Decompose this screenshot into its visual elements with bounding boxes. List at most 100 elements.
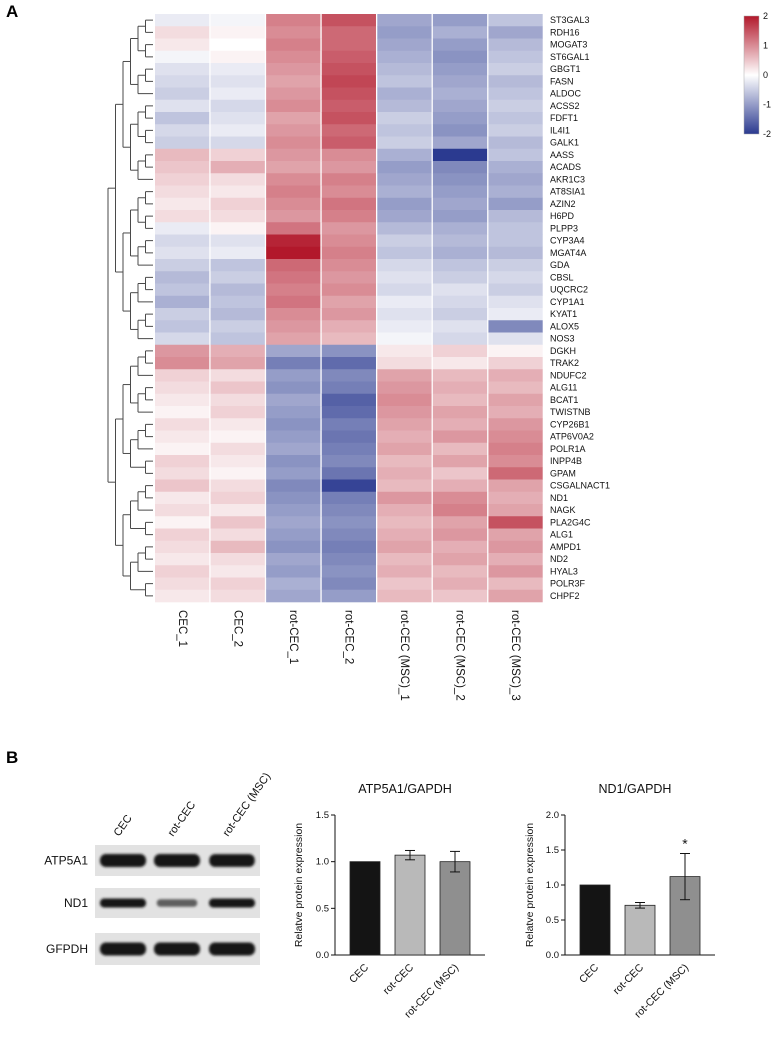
heatmap-cell	[377, 406, 432, 419]
column-label: CEC_1	[176, 610, 188, 647]
heatmap-cell	[488, 553, 543, 566]
heatmap-cell	[321, 148, 376, 162]
heatmap-cell	[488, 528, 543, 542]
blot-lane-label: rot-CEC	[166, 799, 199, 838]
gene-label: DGKH	[550, 346, 576, 356]
heatmap-cell	[488, 589, 543, 603]
column-label: rot-CEC (MSC)_1	[398, 610, 410, 701]
heatmap-cell	[266, 14, 321, 27]
x-tick-label: CEC	[347, 961, 371, 985]
heatmap-cell	[321, 14, 376, 27]
heatmap-cell	[432, 381, 488, 395]
heatmap-cell	[155, 87, 210, 101]
heatmap-cell	[210, 210, 265, 223]
heatmap-cell	[266, 589, 321, 603]
heatmap-cell	[266, 553, 321, 566]
heatmap-cell	[488, 63, 543, 76]
heatmap-cell	[321, 259, 376, 272]
heatmap-cell	[210, 381, 265, 395]
heatmap-cell	[377, 577, 432, 591]
heatmap-cell	[321, 553, 376, 566]
heatmap-cell	[155, 553, 210, 566]
heatmap-cell	[155, 283, 210, 297]
y-axis-label: Relatve protein expression	[293, 823, 305, 947]
gene-label: ND2	[550, 554, 568, 564]
heatmap-cell	[488, 246, 543, 260]
heatmap-cell	[210, 271, 265, 284]
heatmap-cell	[432, 14, 488, 27]
heatmap-cell	[210, 577, 265, 591]
heatmap-cell	[488, 344, 543, 358]
heatmap-cell	[432, 124, 488, 137]
heatmap-cell	[321, 185, 376, 199]
blot-row-label: ATP5A1	[44, 854, 88, 868]
gene-label: GDA	[550, 260, 570, 270]
heatmap-cell	[155, 14, 210, 27]
heatmap-cell	[432, 589, 488, 603]
gene-label: BCAT1	[550, 395, 578, 405]
blot-band	[100, 898, 146, 908]
heatmap-cell	[321, 540, 376, 554]
heatmap-cell	[432, 63, 488, 76]
gene-label: PLPP3	[550, 223, 578, 233]
heatmap-cell	[377, 393, 432, 407]
heatmap-cell	[155, 467, 210, 480]
heatmap-cell	[377, 418, 432, 431]
heatmap-cell	[377, 197, 432, 211]
western-blot-panel: CEC rot-CEC rot-CEC (MSC) ATP5A1 ND1 GFPDH ATP…	[44, 771, 715, 1020]
heatmap-cell	[488, 14, 543, 27]
heatmap-cell	[155, 491, 210, 505]
heatmap-cell	[377, 222, 432, 235]
heatmap-cell	[321, 283, 376, 297]
heatmap-cell	[210, 75, 265, 88]
heatmap-cell	[321, 381, 376, 395]
heatmap-cell	[377, 369, 432, 382]
heatmap-cell	[377, 63, 432, 76]
heatmap-cell	[432, 479, 488, 493]
heatmap-cell	[488, 491, 543, 505]
gene-label: INPP4B	[550, 456, 582, 466]
heatmap-cell	[266, 479, 321, 493]
blot-row-label: GFPDH	[46, 942, 88, 956]
heatmap-cell	[155, 320, 210, 333]
colorbar	[743, 15, 760, 135]
heatmap-cell	[377, 491, 432, 505]
heatmap-cell	[432, 565, 488, 578]
heatmap-cell	[155, 63, 210, 76]
heatmap-cell	[266, 418, 321, 431]
gene-label: GALK1	[550, 138, 579, 148]
heatmap-cell	[377, 516, 432, 529]
heatmap-cell	[432, 112, 488, 125]
gene-label: ALDOC	[550, 89, 582, 99]
heatmap-cell	[155, 210, 210, 223]
heatmap-cell	[321, 197, 376, 211]
heatmap-cell	[155, 124, 210, 137]
blot-band	[209, 942, 255, 956]
heatmap-cell	[210, 50, 265, 64]
heatmap-cell	[210, 504, 265, 517]
heatmap-cell	[488, 148, 543, 162]
gene-label: AKR1C3	[550, 174, 585, 184]
heatmap-cell	[488, 271, 543, 284]
gene-label: POLR3F	[550, 579, 586, 589]
heatmap-cell	[488, 479, 543, 493]
gene-label: ALG1	[550, 530, 573, 540]
heatmap-cell	[155, 271, 210, 284]
heatmap-cell	[155, 197, 210, 211]
heatmap-cell	[321, 320, 376, 333]
heatmap-cell	[377, 185, 432, 199]
colorbar-tick-label: 2	[763, 11, 768, 21]
heatmap-cell	[377, 14, 432, 27]
heatmap-cell	[377, 99, 432, 113]
heatmap-cell	[266, 197, 321, 211]
heatmap-cell	[321, 369, 376, 382]
heatmap-cell	[155, 26, 210, 39]
heatmap-cell	[432, 38, 488, 52]
blot-band	[209, 854, 255, 867]
heatmap-cell	[432, 99, 488, 113]
heatmap-cell	[321, 430, 376, 444]
heatmap-cell	[321, 173, 376, 186]
heatmap-cell	[210, 430, 265, 444]
heatmap-cell	[377, 344, 432, 358]
y-tick-label: 0.0	[546, 950, 559, 961]
